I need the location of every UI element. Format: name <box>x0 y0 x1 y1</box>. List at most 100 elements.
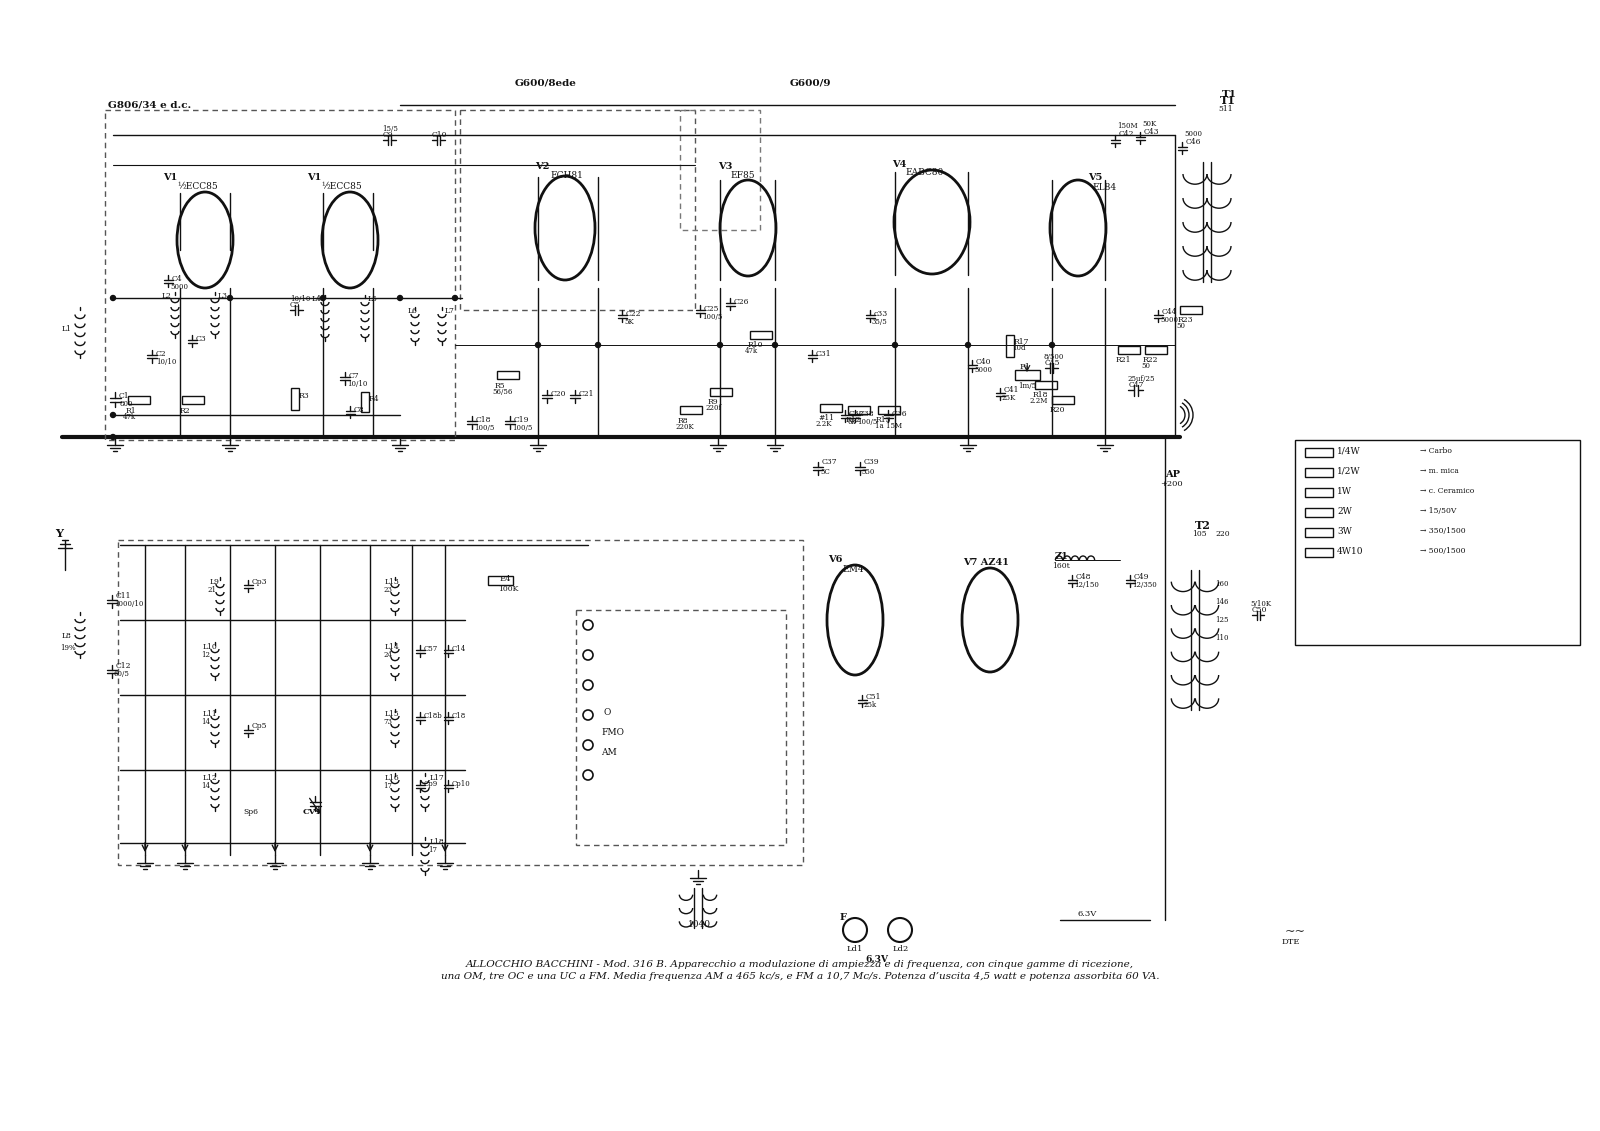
Text: L6: L6 <box>408 307 418 316</box>
Text: 3W: 3W <box>1338 527 1352 536</box>
Text: 146: 146 <box>1214 598 1229 606</box>
Text: 5C: 5C <box>819 468 830 476</box>
Text: V6: V6 <box>829 555 842 564</box>
Text: 1m/5: 1m/5 <box>1018 382 1037 390</box>
Text: L5: L5 <box>368 295 378 303</box>
Text: G600/8ede: G600/8ede <box>515 78 578 87</box>
Text: 1040: 1040 <box>688 920 710 929</box>
Text: 6.3V: 6.3V <box>866 955 888 964</box>
Text: T1: T1 <box>1221 95 1235 106</box>
Text: V1: V1 <box>163 173 178 182</box>
Bar <box>1118 346 1139 354</box>
Circle shape <box>893 343 898 347</box>
Text: → Carbo: → Carbo <box>1421 447 1451 455</box>
Text: C3: C3 <box>195 335 206 343</box>
Text: C2: C2 <box>157 349 166 359</box>
Text: #11: #11 <box>818 414 834 422</box>
Text: 125: 125 <box>1214 616 1229 624</box>
Bar <box>362 392 370 412</box>
Text: 2.2M: 2.2M <box>1030 397 1048 405</box>
Text: C20: C20 <box>550 390 566 398</box>
Bar <box>488 576 514 585</box>
Text: Y: Y <box>54 528 62 539</box>
Text: 25k: 25k <box>864 701 877 709</box>
Text: ½ECC85: ½ECC85 <box>322 182 362 191</box>
Text: C14: C14 <box>453 645 466 653</box>
Text: L12: L12 <box>203 774 218 782</box>
Text: C18: C18 <box>453 713 466 720</box>
Text: 160t: 160t <box>1053 562 1070 570</box>
Text: EF85: EF85 <box>730 171 755 180</box>
Text: V1: V1 <box>307 173 322 182</box>
Text: 100K: 100K <box>498 585 518 593</box>
Text: 5/10K: 5/10K <box>1250 601 1270 608</box>
Text: 511: 511 <box>1218 105 1232 113</box>
Text: R21: R21 <box>1117 356 1131 364</box>
Bar <box>128 396 150 404</box>
Text: 2.2K: 2.2K <box>814 420 832 428</box>
Text: L9: L9 <box>210 578 219 586</box>
Text: C32: C32 <box>850 411 864 418</box>
Text: C5: C5 <box>290 301 301 309</box>
Text: Ld2: Ld2 <box>893 946 909 953</box>
Text: 4W10: 4W10 <box>1338 547 1363 556</box>
Bar <box>819 404 842 412</box>
Text: +200: +200 <box>1160 480 1182 487</box>
Text: 73: 73 <box>382 718 392 726</box>
Text: EABC80: EABC80 <box>906 169 944 176</box>
Text: R12: R12 <box>846 416 861 424</box>
Circle shape <box>536 343 541 347</box>
Text: Sp6: Sp6 <box>243 808 258 815</box>
Text: C19: C19 <box>514 416 530 424</box>
Text: C26: C26 <box>734 297 749 307</box>
Text: L2: L2 <box>162 292 171 300</box>
Text: 50K: 50K <box>1142 120 1157 128</box>
Bar <box>680 406 702 414</box>
Text: 10/10: 10/10 <box>157 359 176 366</box>
Text: 220: 220 <box>1214 530 1230 538</box>
Text: V4: V4 <box>893 159 906 169</box>
Text: AM: AM <box>602 748 616 757</box>
Text: → c. Ceramico: → c. Ceramico <box>1421 487 1474 495</box>
Text: C45: C45 <box>1045 359 1061 366</box>
Text: C18: C18 <box>477 416 491 424</box>
Text: AP: AP <box>1165 470 1181 480</box>
Text: L7: L7 <box>445 307 454 316</box>
Text: 60/5: 60/5 <box>114 670 130 677</box>
Text: L15: L15 <box>386 710 400 718</box>
Text: ECH81: ECH81 <box>550 171 582 180</box>
Text: C21: C21 <box>579 390 595 398</box>
Text: → 15/50V: → 15/50V <box>1421 507 1456 515</box>
Text: C8: C8 <box>354 406 365 414</box>
Text: C11: C11 <box>115 592 131 601</box>
Text: 50: 50 <box>1141 362 1150 370</box>
Text: 35/5: 35/5 <box>872 318 888 326</box>
Bar <box>291 388 299 411</box>
Text: 6k: 6k <box>846 418 856 426</box>
Text: → m. mica: → m. mica <box>1421 467 1459 475</box>
Circle shape <box>773 343 778 347</box>
Bar <box>710 388 733 396</box>
Text: L13: L13 <box>386 578 400 586</box>
Text: 5000: 5000 <box>974 366 992 374</box>
Text: 220K: 220K <box>675 423 694 431</box>
Text: FMO: FMO <box>602 728 624 737</box>
Text: V5: V5 <box>1088 173 1102 182</box>
Bar <box>182 396 205 404</box>
Bar <box>680 110 760 230</box>
Text: 25K: 25K <box>1002 394 1016 402</box>
Text: ½ECC85: ½ECC85 <box>178 182 218 191</box>
Text: 12: 12 <box>202 651 210 659</box>
Text: Cp3: Cp3 <box>253 578 267 586</box>
Text: 5000: 5000 <box>1160 316 1178 323</box>
Text: L18: L18 <box>430 838 445 846</box>
Text: C18b: C18b <box>424 713 443 720</box>
Text: 160: 160 <box>1214 580 1229 588</box>
Text: CV1: CV1 <box>302 808 322 815</box>
Text: 220f: 220f <box>706 404 722 412</box>
Text: 12/150: 12/150 <box>1074 581 1099 589</box>
Text: 110: 110 <box>1214 634 1229 642</box>
Text: C22: C22 <box>626 310 642 318</box>
Text: 100/5: 100/5 <box>474 424 494 432</box>
Text: C38: C38 <box>859 411 875 418</box>
